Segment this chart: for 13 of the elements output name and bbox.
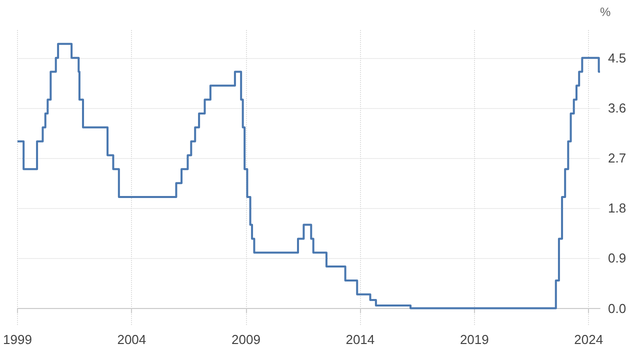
x-tick-label: 2004	[117, 332, 146, 347]
y-axis-title: %	[600, 5, 611, 19]
y-tick-label: 1.8	[608, 200, 626, 216]
y-tick-label: 4.5	[608, 50, 626, 66]
x-tick-label: 2014	[346, 332, 375, 347]
x-tick-label: 2009	[232, 332, 260, 347]
x-tick-label: 2019	[460, 332, 489, 347]
y-tick-label: 2.7	[608, 150, 626, 166]
y-tick-label: 3.6	[608, 100, 626, 116]
y-tick-label: 0.0	[608, 300, 626, 316]
x-tick-label: 1999	[3, 332, 32, 347]
y-tick-label: 0.9	[608, 250, 626, 266]
x-tick-label: 2024	[574, 332, 604, 347]
